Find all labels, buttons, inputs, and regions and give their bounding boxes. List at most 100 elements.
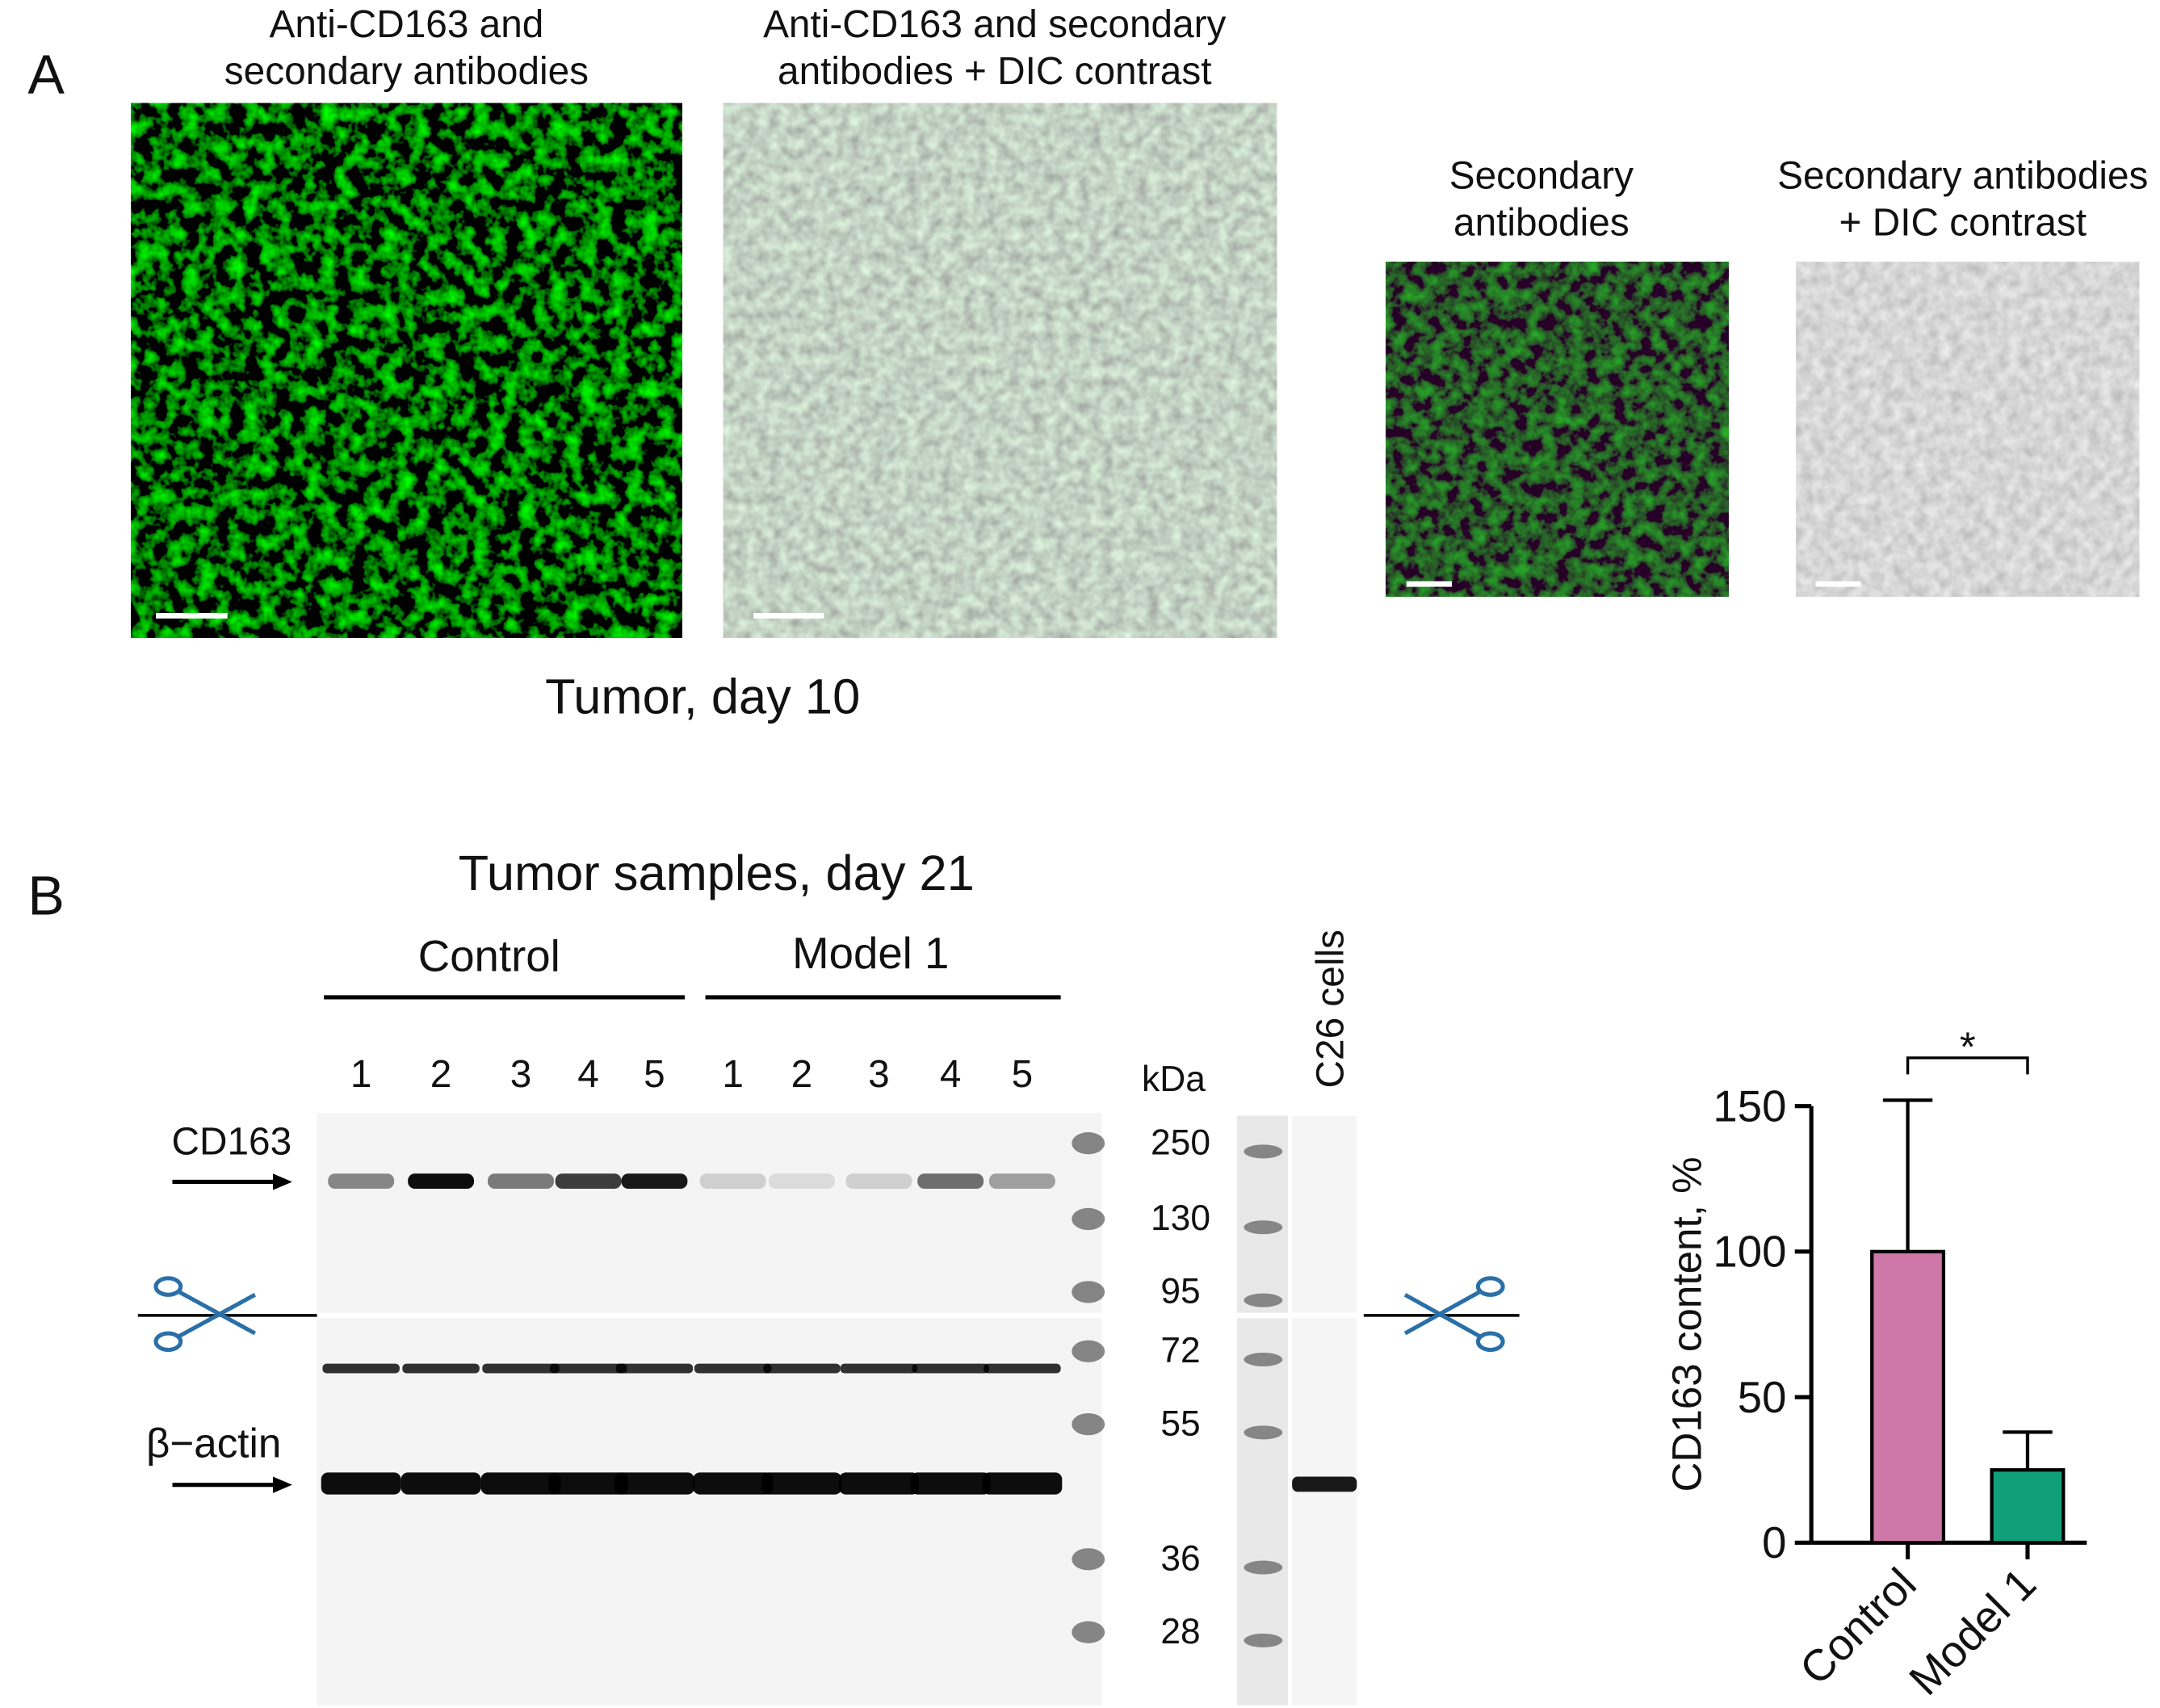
cut-gap [317,1312,1364,1319]
lane-label: 4 [577,1053,599,1096]
scissor-handle [153,1276,183,1297]
lane-label: 5 [1012,1053,1034,1096]
ladder-band [1244,1633,1283,1647]
band [763,1363,841,1374]
marker-label: 36 [1160,1538,1200,1578]
band [402,1363,480,1374]
kda-label: kDa [1142,1060,1206,1099]
marker-label: 28 [1160,1612,1200,1651]
scissor-handle [1475,1331,1505,1353]
ladder-band [1244,1293,1283,1307]
lane-label: 3 [510,1053,532,1096]
band [322,1363,400,1374]
scissor-blade [178,1290,257,1336]
band [401,1472,481,1495]
band [693,1472,774,1495]
band [910,1472,991,1495]
ladder-band [1072,1132,1105,1155]
band-label: β−actin [146,1421,281,1467]
image-title: + DIC contrast [1839,202,2087,245]
ladder-band [1072,1548,1105,1571]
significance-label: * [1960,1023,1976,1069]
band [488,1173,554,1189]
blot-c26 [1292,1115,1357,1706]
y-tick-label: 0 [1762,1518,1786,1567]
lane-label: 4 [940,1053,962,1096]
band [769,1173,835,1189]
scale-bars [156,581,1861,619]
arrow-head [272,1173,292,1190]
marker-label: 250 [1151,1123,1210,1162]
y-tick-label: 50 [1738,1373,1787,1422]
ladder-band [1244,1560,1283,1575]
arrows [172,1179,276,1488]
band [482,1363,560,1374]
ladder-band [1072,1340,1105,1362]
micrograph [723,103,1277,638]
micrograph [1796,262,2140,597]
band [988,1173,1055,1189]
band [548,1472,629,1495]
image-title: secondary antibodies [224,50,589,93]
lane-label: 2 [430,1053,452,1096]
band [761,1472,842,1495]
y-tick-label: 100 [1713,1227,1786,1277]
lane-label: 1 [350,1053,372,1096]
band [555,1173,622,1189]
ladder-band [1244,1352,1283,1366]
x-tick-label: Model 1 [1900,1559,2045,1704]
group-label: Model 1 [792,929,949,978]
band [614,1472,694,1495]
y-tick-label: 150 [1713,1081,1786,1131]
image-title: Anti-CD163 and secondary [763,3,1226,46]
band [917,1173,984,1189]
band [694,1363,772,1374]
band [480,1472,561,1495]
band [408,1173,475,1189]
scissor-handle [153,1331,183,1353]
image-title: Secondary antibodies [1777,155,2148,198]
lane-label: 3 [868,1053,890,1096]
band [621,1173,688,1189]
ladder-band [1072,1412,1105,1436]
blot-ladder [1236,1115,1289,1706]
ladder-band [1244,1144,1283,1159]
scissor-blade [1403,1293,1481,1338]
scissors [153,1276,1505,1353]
band [615,1363,694,1374]
bands [321,1132,1357,1647]
band [982,1472,1063,1495]
significance-bracket [1906,1056,2029,1075]
blot-title: Tumor samples, day 21 [459,846,975,901]
scissor-blade [178,1293,257,1338]
ladder-band [1072,1281,1105,1303]
band [699,1173,766,1189]
ladder-band [1244,1425,1283,1440]
band [549,1363,627,1374]
y-axis-label: CD163 content, % [1664,1156,1710,1492]
panel-label: A [27,44,65,106]
bar [1990,1468,2066,1545]
band [1292,1476,1357,1492]
band [984,1363,1061,1374]
marker-label: 95 [1160,1272,1200,1311]
panel-label: B [27,866,65,927]
side-lane-label: C26 cells [1309,930,1352,1088]
micrograph-texture [1386,262,1729,597]
band [912,1363,989,1374]
image-title: Secondary [1449,155,1634,198]
arrow-head [272,1476,292,1493]
caption: Tumor, day 10 [545,669,860,725]
image-title: antibodies + DIC contrast [778,50,1211,93]
image-title: Anti-CD163 and [270,3,544,46]
lane-label: 1 [722,1053,744,1096]
group-label: Control [418,931,560,980]
band [845,1173,912,1189]
lane-label: 5 [644,1053,665,1096]
band [328,1173,395,1189]
marker-label: 72 [1160,1331,1200,1370]
ladder-band [1244,1220,1283,1235]
blot [317,1113,1102,1706]
ladder-band [1072,1207,1105,1231]
